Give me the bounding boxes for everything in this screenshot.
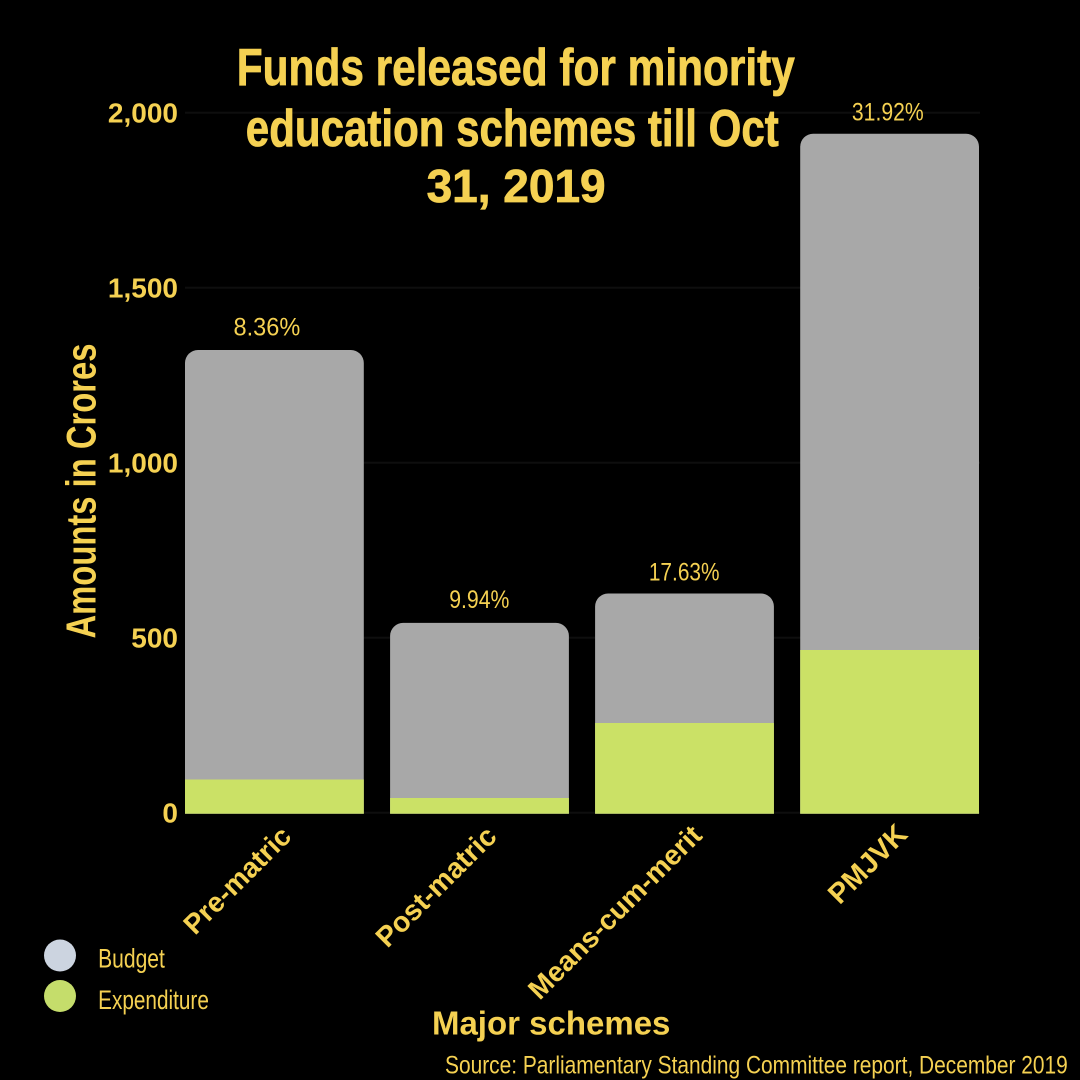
svg-text:Expenditure: Expenditure [98, 985, 209, 1015]
svg-text:1,000: 1,000 [108, 448, 178, 479]
svg-text:Budget: Budget [98, 944, 165, 974]
svg-text:0: 0 [162, 798, 178, 829]
svg-text:education schemes till Oct: education schemes till Oct [246, 100, 779, 158]
svg-text:Major schemes: Major schemes [432, 1005, 670, 1042]
svg-text:500: 500 [131, 623, 178, 654]
svg-text:17.63%: 17.63% [649, 558, 720, 586]
svg-text:31.92%: 31.92% [852, 98, 924, 126]
svg-text:1,500: 1,500 [108, 273, 178, 304]
svg-text:2,000: 2,000 [108, 98, 178, 129]
svg-text:Amounts in Crores: Amounts in Crores [58, 344, 105, 639]
svg-text:31, 2019: 31, 2019 [427, 160, 606, 212]
svg-text:Source: Parliamentary Standing: Source: Parliamentary Standing Committee… [445, 1053, 1068, 1080]
svg-text:Funds released for minority: Funds released for minority [237, 39, 795, 97]
svg-text:9.94%: 9.94% [449, 586, 509, 614]
svg-text:8.36%: 8.36% [234, 313, 301, 341]
